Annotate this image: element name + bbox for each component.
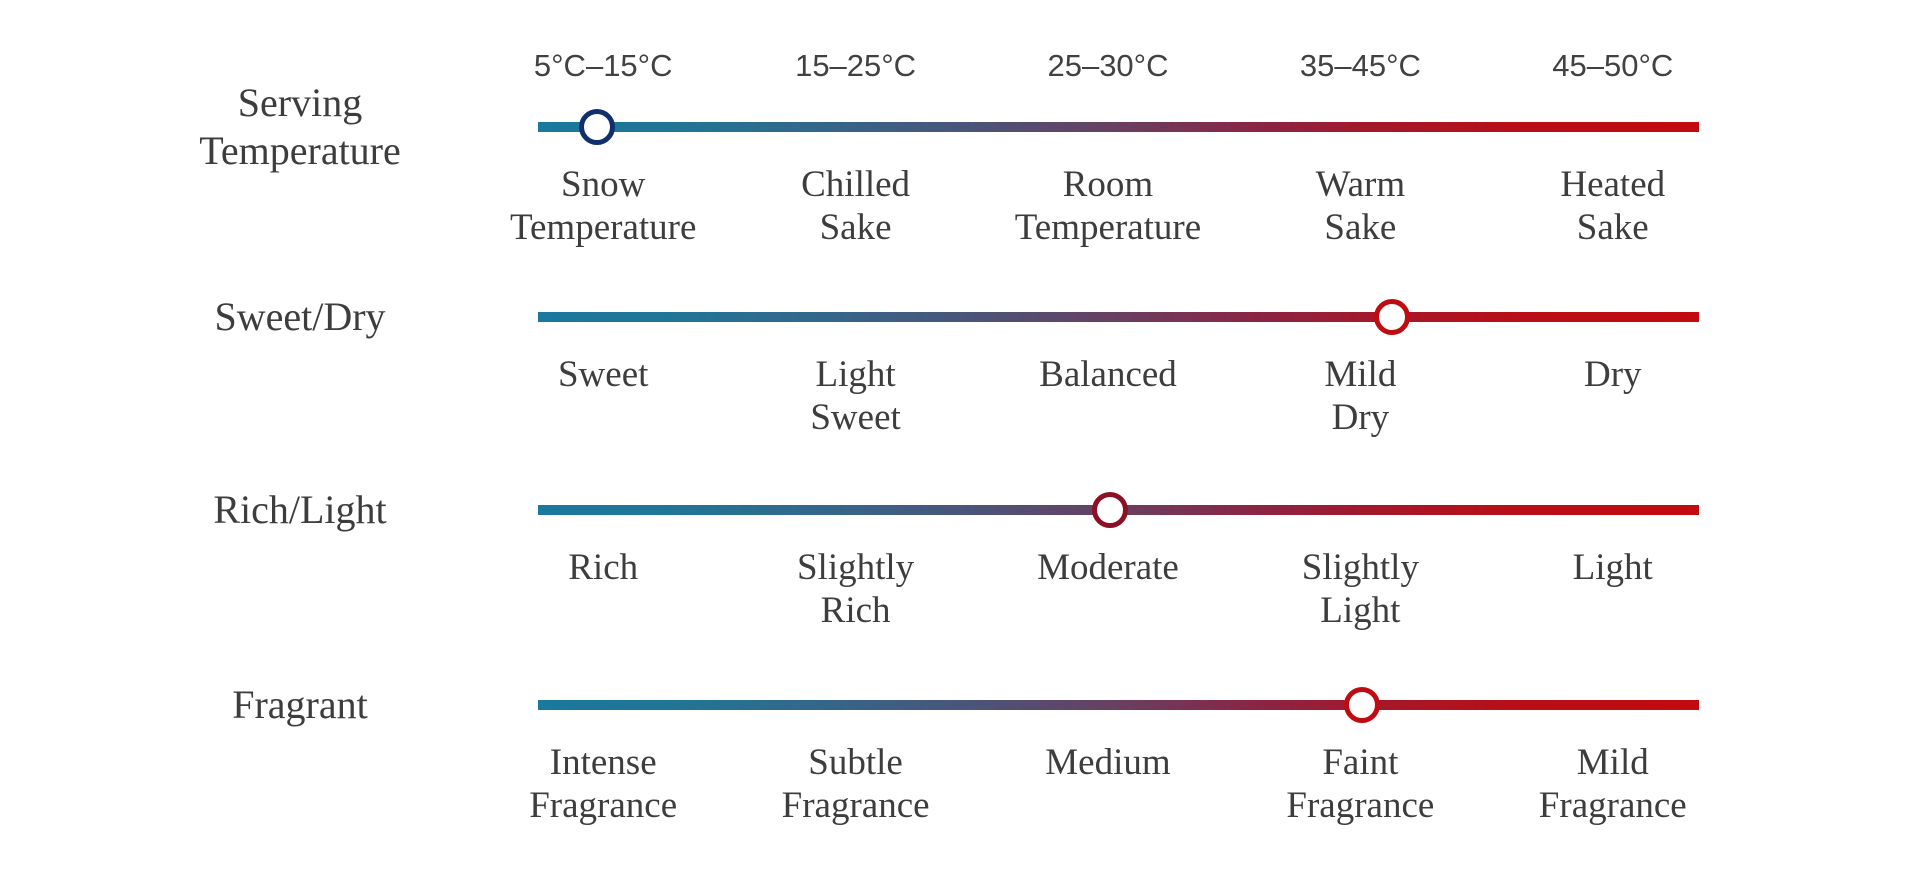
category-label: Subtle Fragrance [781,742,930,826]
row-label-serving-temperature: Serving Temperature [199,80,401,173]
temperature-tick-row: 5°C–15°C 15–25°C 25–30°C 35–45°C 45–50°C [477,47,1739,84]
slider-marker-rich-light[interactable] [1092,492,1129,528]
slider-marker-fragrant[interactable] [1344,687,1381,723]
row-label-sweet-dry: Sweet/Dry [214,294,386,339]
category-label-row: Sweet Light Sweet Balanced Mild Dry Dry [477,353,1739,439]
category-label-row: Intense Fragrance Subtle Fragrance Mediu… [477,741,1739,827]
category-label: Dry [1583,354,1642,395]
tick-label: 5°C–15°C [533,48,673,83]
tick-label: 25–30°C [1047,48,1169,83]
category-label: Room Temperature [1014,164,1202,248]
category-label: Rich [568,547,639,588]
category-label: Faint Fragrance [1286,742,1435,826]
row-label-fragrant: Fragrant [232,682,368,727]
category-label: Intense Fragrance [529,742,678,826]
tick-label: 15–25°C [795,48,917,83]
slider-track-serving-temperature [538,109,1699,145]
slider-marker-serving-temperature[interactable] [579,109,616,145]
row-label-rich-light: Rich/Light [213,487,387,532]
category-label-row: Snow Temperature Chilled Sake Room Tempe… [477,163,1739,249]
category-label: Slightly Light [1301,547,1419,631]
category-label: Light Sweet [810,354,901,438]
category-label: Balanced [1039,354,1177,395]
category-label: Mild Fragrance [1538,742,1687,826]
category-label: Warm Sake [1315,164,1406,248]
category-label: Moderate [1037,547,1179,588]
category-label: Chilled Sake [801,164,911,248]
category-label: Sweet [557,354,649,395]
slider-marker-sweet-dry[interactable] [1374,299,1411,335]
slider-track-rich-light [538,492,1699,528]
category-label: Light [1572,547,1653,588]
category-label: Heated Sake [1560,164,1666,248]
tick-label: 35–45°C [1299,48,1421,83]
slider-track-fragrant [538,687,1699,723]
category-label: Mild Dry [1324,354,1397,438]
category-label: Medium [1045,742,1171,783]
category-label: Snow Temperature [509,164,697,248]
category-label-row: Rich Slightly Rich Moderate Slightly Lig… [477,546,1739,632]
slider-track-sweet-dry [538,299,1699,335]
tick-label: 45–50°C [1552,48,1674,83]
category-label: Slightly Rich [796,547,915,631]
